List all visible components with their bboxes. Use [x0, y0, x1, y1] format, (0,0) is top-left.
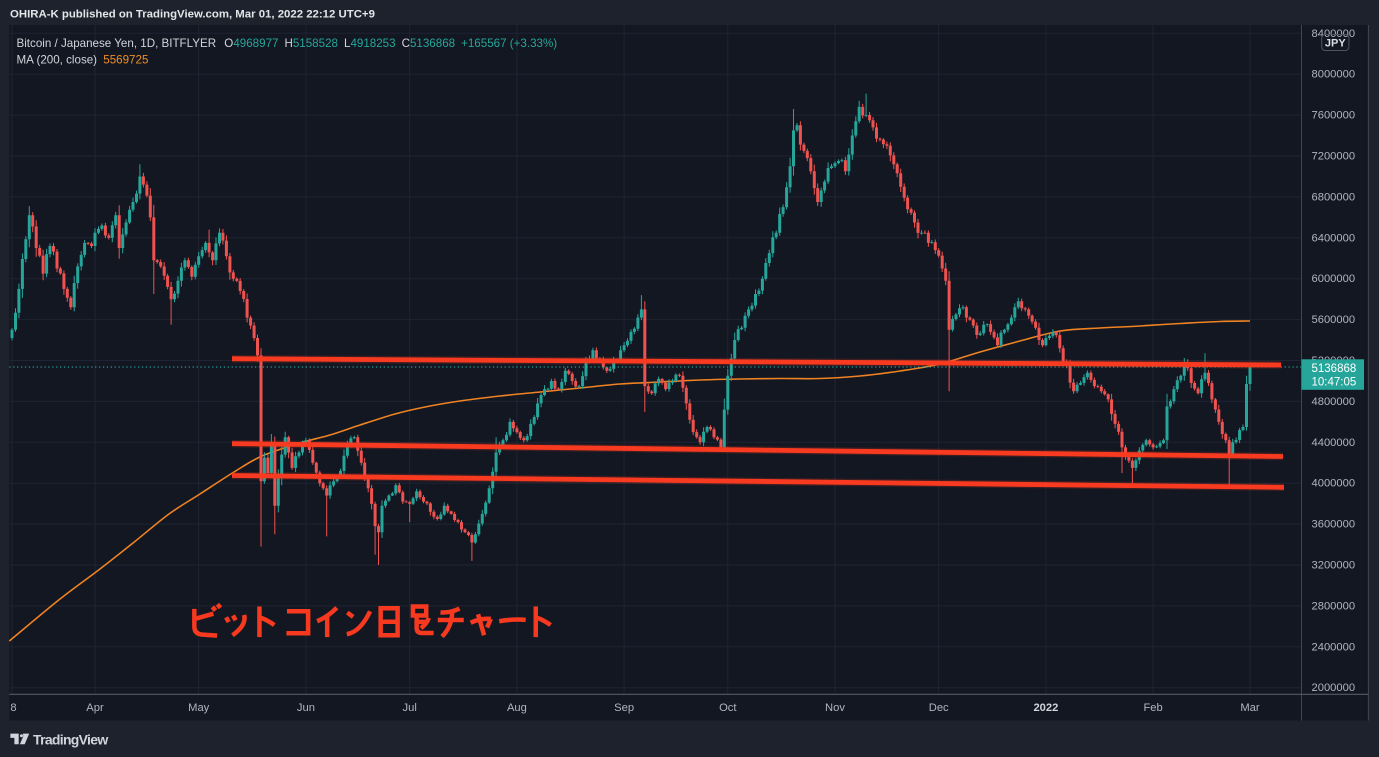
svg-text:TradingView: TradingView	[33, 732, 108, 748]
svg-text:MA (200, close) 5569725: MA (200, close) 5569725	[17, 53, 149, 66]
svg-text:Mar: Mar	[1240, 702, 1260, 714]
svg-text:Aug: Aug	[507, 702, 527, 714]
svg-text:6800000: 6800000	[1312, 191, 1356, 203]
svg-text:Sep: Sep	[614, 702, 634, 714]
svg-text:2000000: 2000000	[1312, 682, 1356, 694]
svg-text:2400000: 2400000	[1312, 641, 1356, 653]
svg-text:3200000: 3200000	[1312, 560, 1356, 572]
svg-text:Apr: Apr	[86, 702, 104, 714]
svg-text:Nov: Nov	[825, 702, 845, 714]
svg-text:8: 8	[10, 702, 16, 714]
svg-text:Jun: Jun	[297, 702, 315, 714]
svg-text:Bitcoin / Japanese Yen, 1D, BI: Bitcoin / Japanese Yen, 1D, BITFLYER O49…	[17, 37, 558, 50]
svg-text:4800000: 4800000	[1312, 396, 1356, 408]
svg-text:6000000: 6000000	[1312, 273, 1356, 285]
svg-text:2022: 2022	[1033, 702, 1058, 714]
svg-text:Jul: Jul	[403, 702, 417, 714]
svg-text:May: May	[188, 702, 210, 714]
svg-text:6400000: 6400000	[1312, 232, 1356, 244]
svg-text:3600000: 3600000	[1312, 519, 1356, 531]
svg-text:2800000: 2800000	[1312, 600, 1356, 612]
svg-text:5136868: 5136868	[1312, 363, 1357, 375]
svg-text:5600000: 5600000	[1312, 314, 1356, 326]
svg-text:Feb: Feb	[1143, 702, 1162, 714]
svg-text:OHIRA-K published on TradingVi: OHIRA-K published on TradingView.com, Ma…	[10, 9, 375, 21]
svg-text:7600000: 7600000	[1312, 110, 1356, 122]
svg-text:JPY: JPY	[1325, 37, 1346, 49]
svg-text:7200000: 7200000	[1312, 151, 1356, 163]
svg-text:4000000: 4000000	[1312, 478, 1356, 490]
svg-text:4400000: 4400000	[1312, 437, 1356, 449]
svg-text:10:47:05: 10:47:05	[1312, 377, 1357, 389]
svg-text:Dec: Dec	[929, 702, 949, 714]
svg-text:8000000: 8000000	[1312, 69, 1356, 81]
svg-text:8400000: 8400000	[1312, 28, 1356, 40]
svg-text:Oct: Oct	[719, 702, 737, 714]
